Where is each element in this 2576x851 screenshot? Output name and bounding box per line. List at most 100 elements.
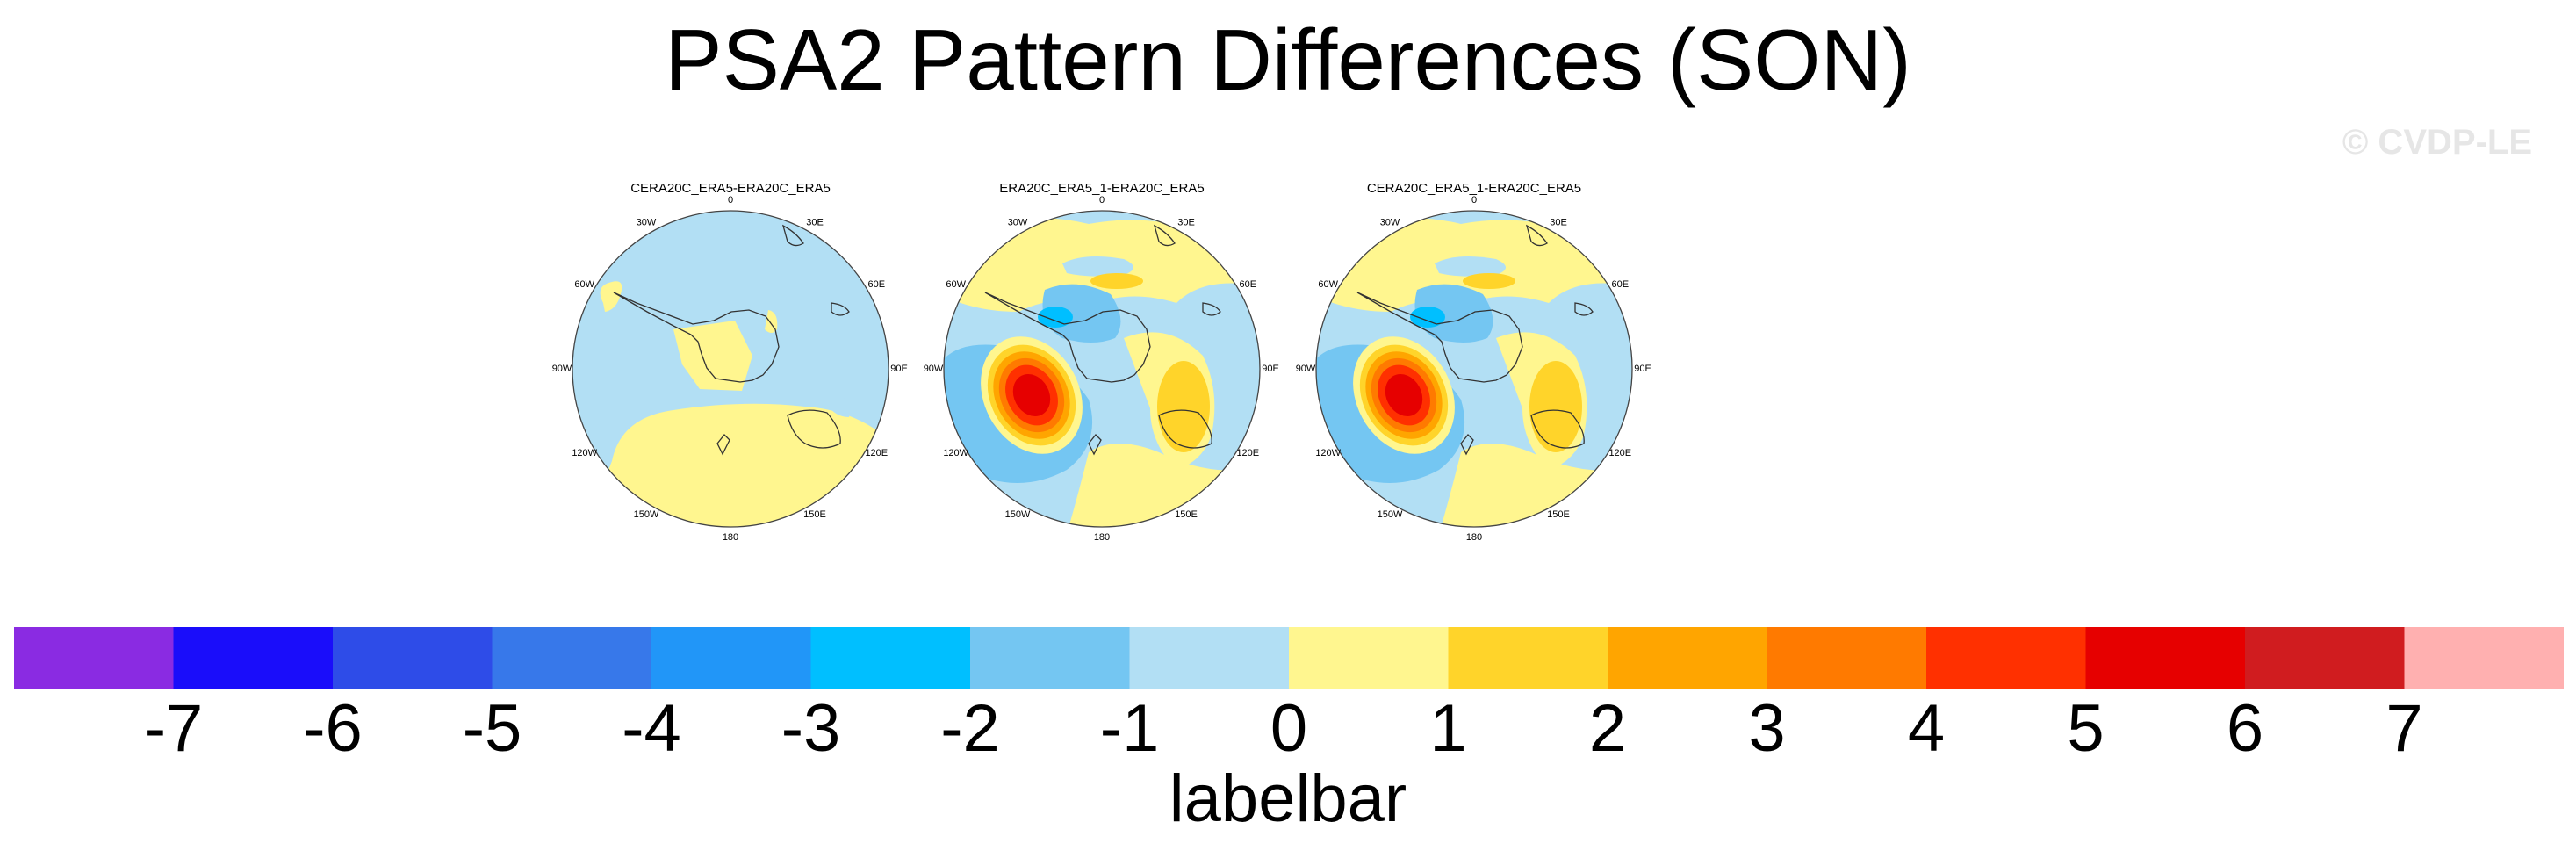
longitude-label: 120W (1315, 448, 1341, 458)
longitude-label: 120W (572, 448, 597, 458)
longitude-label: 120E (865, 448, 888, 458)
coastline (831, 302, 850, 316)
tick-label: 2 (1588, 691, 1627, 766)
labelbar-box (1129, 627, 1290, 689)
labelbar-box (2085, 627, 2246, 689)
labelbar-title: labelbar (1169, 761, 1407, 836)
longitude-label: 30W (1380, 218, 1400, 228)
longitude-label: 90W (1296, 364, 1316, 374)
page-title: PSA2 Pattern Differences (SON) (665, 11, 1911, 108)
longitude-label: 60W (574, 279, 594, 290)
negative-anomaly (1042, 284, 1121, 343)
panel-title: CERA20C_ERA5-ERA20C_ERA5 (630, 181, 831, 196)
labelbar-box (2245, 627, 2406, 689)
longitude-label: 150E (803, 509, 826, 520)
positive-anomaly (1529, 361, 1582, 452)
antarctica-coastline (984, 292, 1151, 383)
longitude-label: 180 (723, 532, 738, 543)
longitude-label: 90E (1262, 364, 1279, 374)
labelbar-box (970, 627, 1131, 689)
tick-label: -6 (303, 691, 363, 766)
longitude-label: 0 (1099, 195, 1105, 206)
negative-anomaly (1414, 284, 1493, 343)
panel-title: ERA20C_ERA5_1-ERA20C_ERA5 (999, 181, 1205, 196)
longitude-label: 120E (1236, 448, 1259, 458)
negative-anomaly (1062, 256, 1133, 277)
tick-label: 1 (1429, 691, 1467, 766)
tick-label: -7 (143, 691, 204, 766)
labelbar-box (14, 627, 175, 689)
map-boundary (943, 210, 1261, 528)
longitude-label: 150W (1005, 509, 1031, 520)
positive-anomaly (600, 281, 622, 312)
coastline (1202, 302, 1221, 316)
labelbar-box (1289, 627, 1450, 689)
australia-coastline (787, 409, 841, 449)
positive-anomaly (1062, 444, 1260, 527)
tick-label: 6 (2226, 691, 2264, 766)
africa-coastline (1525, 224, 1548, 247)
labelbar-box (333, 627, 493, 689)
positive-anomaly (1157, 361, 1210, 452)
longitude-label: 60E (1612, 279, 1630, 290)
tick-label: -3 (781, 691, 841, 766)
polar-map: 0 30E 60E 90E 120E 150E 180 150W 120W 90W 60W 30W (1296, 195, 1651, 543)
map-panel-3: CERA20C_ERA5_1-ERA20C_ERA5 0 30E 60E 90E 120… (1285, 180, 1663, 558)
australia-coastline (1530, 409, 1585, 449)
positive-anomaly (1435, 444, 1632, 527)
map-field (944, 211, 1260, 527)
coastline (1574, 302, 1594, 316)
longitude-label: 30W (637, 218, 657, 228)
longitude-label: 90W (924, 364, 944, 374)
positive-anomaly (1090, 273, 1143, 289)
map-boundary (572, 210, 889, 528)
longitude-label: 60W (1318, 279, 1338, 290)
negative-anomaly (1038, 307, 1073, 328)
labelbar-box (492, 627, 652, 689)
longitude-label: 90E (890, 364, 908, 374)
positive-anomaly (673, 321, 752, 391)
longitude-label: 30E (806, 218, 824, 228)
labelbar-box (651, 627, 812, 689)
africa-coastline (1153, 224, 1176, 247)
map-field (572, 211, 889, 527)
labelbar (14, 627, 2564, 689)
labelbar-box (1608, 627, 1768, 689)
labelbar-box (173, 627, 334, 689)
tick-label: -4 (622, 691, 681, 766)
tick-label: -1 (1099, 691, 1160, 766)
longitude-label: 150E (1547, 509, 1570, 520)
longitude-label: 60W (946, 279, 966, 290)
negative-anomaly (827, 391, 850, 417)
longitude-label: 150E (1175, 509, 1198, 520)
map-panel-2: ERA20C_ERA5_1-ERA20C_ERA5 0 30E 60E 90E 120E… (913, 180, 1291, 558)
tick-label: 3 (1748, 691, 1786, 766)
longitude-label: 30E (1550, 218, 1567, 228)
tick-label: 7 (2385, 691, 2423, 766)
longitude-label: 0 (1471, 195, 1477, 206)
tick-label: -2 (940, 691, 1000, 766)
longitude-label: 180 (1466, 532, 1482, 543)
positive-anomaly (1463, 273, 1515, 289)
longitude-label: 180 (1094, 532, 1110, 543)
island-coastline (1088, 434, 1102, 456)
watermark: © CVDP-LE (2342, 123, 2532, 162)
longitude-label: 60E (1240, 279, 1257, 290)
tick-label: 4 (1907, 691, 1946, 766)
longitude-label: 120W (943, 448, 968, 458)
australia-coastline (1158, 409, 1212, 449)
positive-anomaly-core (1385, 374, 1423, 416)
island-coastline (1460, 434, 1474, 456)
panel-title: CERA20C_ERA5_1-ERA20C_ERA5 (1366, 181, 1582, 196)
labelbar-tick-labels: -7 -6 -5 -4 -3 -2 -1 0 1 2 3 4 5 6 7 (0, 689, 2576, 777)
longitude-label: 30E (1177, 218, 1195, 228)
island-coastline (716, 434, 730, 456)
africa-coastline (781, 224, 804, 247)
longitude-label: 120E (1608, 448, 1631, 458)
polar-map: 0 30E 60E 90E 120E 150E 180 150W 120W 90W 60W 30W (924, 195, 1279, 543)
tick-label: 0 (1270, 691, 1308, 766)
tick-label: 5 (2067, 691, 2105, 766)
labelbar-box (1767, 627, 1927, 689)
negative-anomaly (1435, 256, 1506, 277)
labelbar-box (1926, 627, 2087, 689)
